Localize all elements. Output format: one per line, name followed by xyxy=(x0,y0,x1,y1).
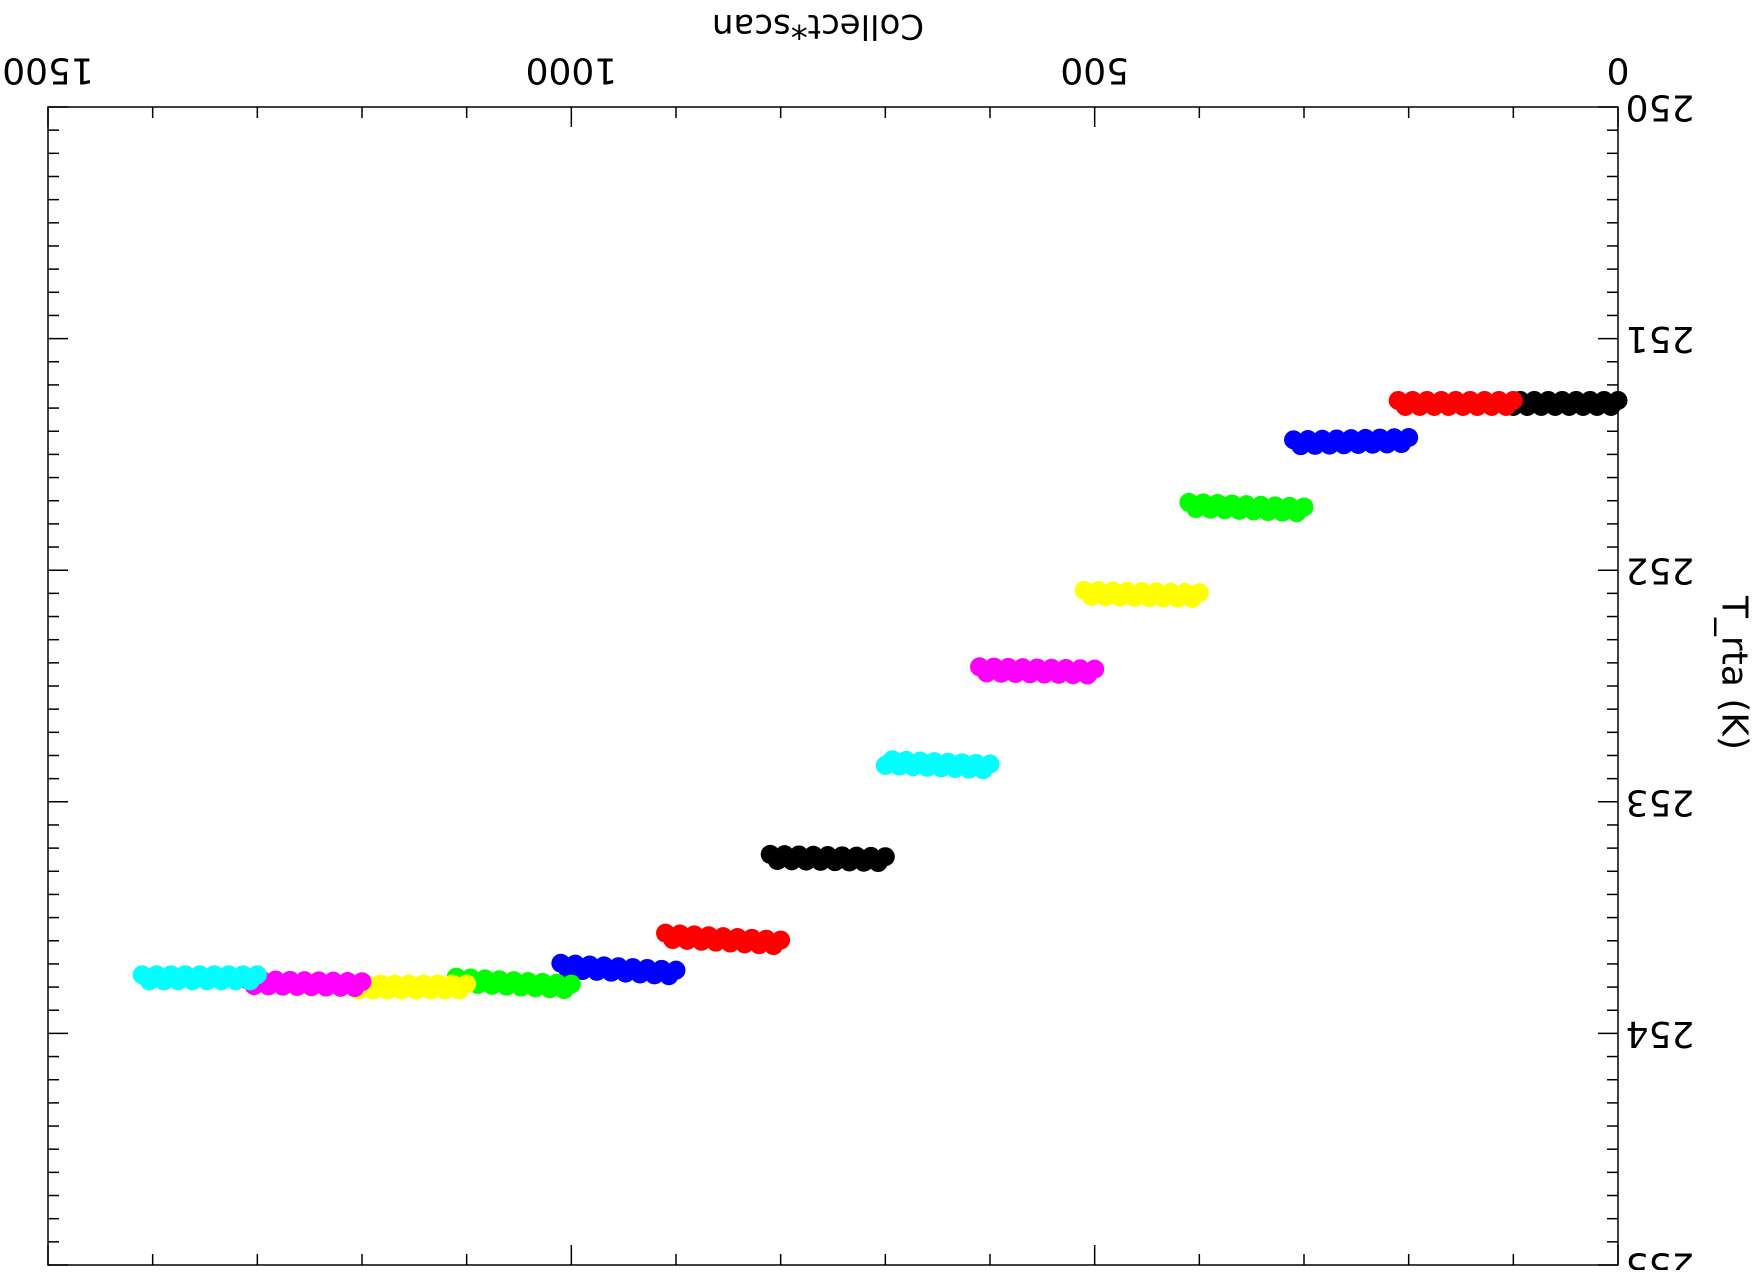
data-series-14 xyxy=(133,965,267,990)
data-point xyxy=(761,845,780,864)
data-series-layer xyxy=(133,391,1628,1000)
data-point xyxy=(1284,430,1303,449)
y-tick-label: 254 xyxy=(1626,1013,1695,1054)
y-tick-label: 251 xyxy=(1626,318,1695,359)
data-point xyxy=(970,657,989,676)
data-series-1 xyxy=(1504,391,1628,416)
data-series-6 xyxy=(970,657,1104,684)
data-point xyxy=(133,965,152,984)
axes-layer xyxy=(48,107,1618,1265)
data-series-5 xyxy=(1075,581,1209,608)
data-point xyxy=(656,924,675,943)
x-tick-label: 1000 xyxy=(526,50,618,91)
y-tick-label: 252 xyxy=(1626,550,1695,591)
y-axis-title: T_rta (K) xyxy=(1714,595,1754,750)
y-tick-label: 253 xyxy=(1626,781,1695,822)
data-series-4 xyxy=(1179,493,1313,522)
y-tick-label: 250 xyxy=(1626,87,1695,128)
data-point xyxy=(1075,581,1094,600)
data-point xyxy=(876,756,895,775)
x-tick-label: 1500 xyxy=(2,50,94,91)
data-point xyxy=(1389,391,1408,410)
labels-layer: 0 500 1000 1500 250 251 252 253 254 255 Collect*sc… xyxy=(2,6,1754,1270)
data-series-9 xyxy=(656,924,790,956)
y-tick-label: 255 xyxy=(1626,1245,1695,1271)
x-tick-label: 500 xyxy=(1060,50,1129,91)
data-series-2 xyxy=(1389,391,1523,416)
x-tick-label: 0 xyxy=(1607,50,1630,91)
data-series-3 xyxy=(1284,428,1418,455)
plot-frame xyxy=(48,107,1618,1265)
x-axis-title: Collect*scan xyxy=(712,6,924,46)
data-point xyxy=(1179,493,1198,512)
data-point xyxy=(551,954,570,973)
data-series-8 xyxy=(761,845,895,872)
data-series-7 xyxy=(876,750,1000,779)
